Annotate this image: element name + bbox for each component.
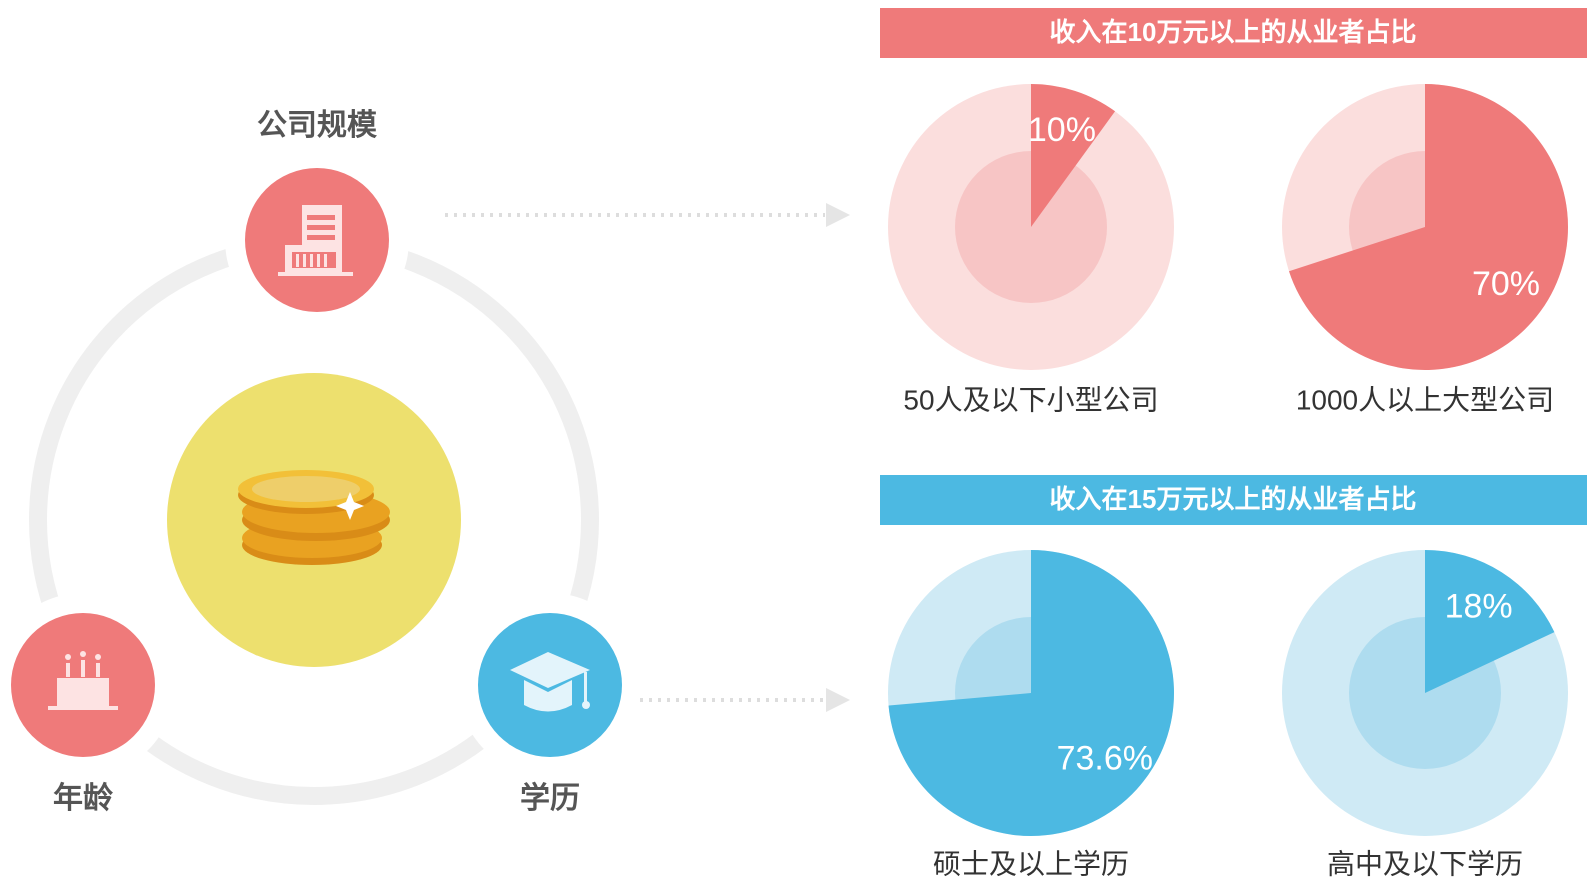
coins-icon — [238, 470, 390, 565]
banner-title: 收入在15万元以上的从业者占比 — [1050, 484, 1417, 514]
value-label: 18% — [1445, 587, 1513, 625]
charts: 收入在10万元以上的从业者占比 10% 50人及以下小型公司 70% 1000人以上大型… — [880, 8, 1587, 879]
arrow-head — [826, 688, 850, 712]
pie-label: 高中及以下学历 — [1327, 848, 1523, 879]
arrow-head — [826, 203, 850, 227]
factor-label: 学历 — [520, 781, 580, 815]
factor-label: 公司规模 — [257, 109, 377, 142]
value-label: 10% — [1028, 111, 1096, 149]
pie-label: 硕士及以上学历 — [933, 848, 1129, 879]
value-label: 73.6% — [1057, 740, 1153, 778]
pie-label: 50人及以下小型公司 — [903, 384, 1158, 415]
pie-label: 1000人以上大型公司 — [1296, 384, 1554, 415]
infographic: 公司规模 年龄 学历 收入在10万元以上的从业者占比 10% 50人及以下小型公司 7… — [0, 0, 1587, 892]
banner-title: 收入在10万元以上的从业者占比 — [1050, 17, 1417, 47]
value-label: 70% — [1472, 265, 1540, 303]
factor-label: 年龄 — [53, 782, 114, 815]
